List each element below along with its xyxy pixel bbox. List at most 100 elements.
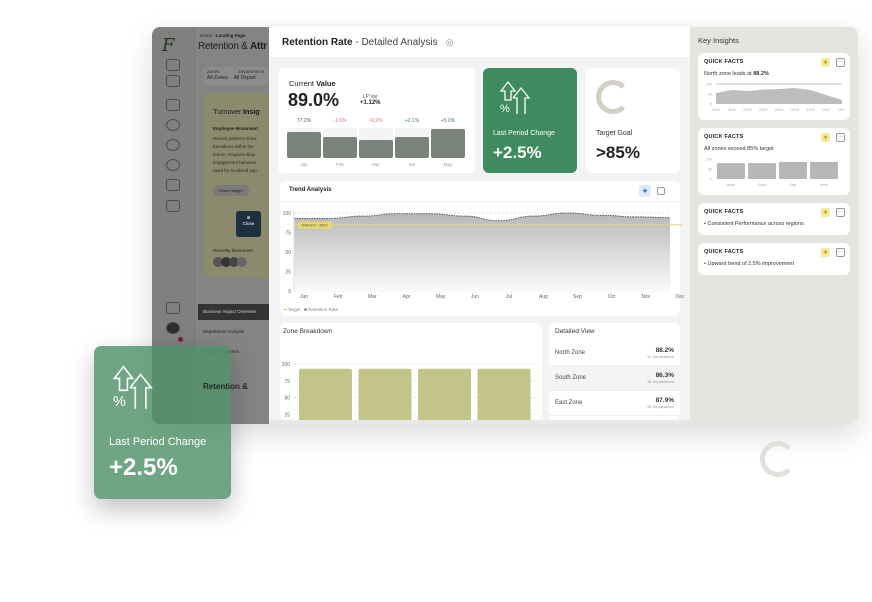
tab-department-analysis[interactable]: Department Analysis bbox=[203, 329, 245, 334]
floating-change-card: % Last Period Change +2.5% bbox=[94, 346, 231, 499]
sparkle-icon[interactable]: ✦ bbox=[821, 248, 830, 257]
mini-bar bbox=[779, 161, 807, 179]
mini-bar bbox=[717, 163, 745, 179]
target-badge-label: TARGET: +85% bbox=[301, 224, 328, 228]
y-tick-label: 50 bbox=[708, 168, 712, 172]
current-value: 89.0% bbox=[288, 90, 340, 110]
detail-row[interactable]: East Zone 87.9% 35 Separations bbox=[549, 391, 680, 416]
x-tick-label: 03/11 bbox=[728, 108, 736, 112]
more-icon[interactable]: ··· bbox=[836, 133, 845, 142]
x-tick-label: 03/10 bbox=[712, 108, 720, 112]
month-bar[interactable]: -0.2% Mar bbox=[359, 118, 393, 170]
y-tick-label: 25 bbox=[285, 270, 291, 276]
last-period-change-card[interactable]: % Last Period Change +2.5% bbox=[483, 68, 577, 173]
month-bar[interactable]: +2.1% Apr bbox=[395, 118, 429, 170]
zone-chart: 25 50 75 100 bbox=[282, 362, 538, 420]
detail-row[interactable]: North Zone 88.2% 42 Separations bbox=[549, 341, 680, 366]
x-tick-label: 03/12 bbox=[743, 108, 751, 112]
x-tick-label: 03/18 bbox=[838, 108, 844, 112]
y-tick-label: 75 bbox=[285, 231, 291, 237]
x-tick-label: North bbox=[727, 183, 736, 187]
zone-bar bbox=[299, 368, 352, 420]
background-main: Home › Landing Page Retention & Attr Zon… bbox=[195, 27, 315, 424]
mini-area-chart: 0 50 100 03/10 03/11 03/12 03/13 03/14 03/15 03/1… bbox=[706, 83, 846, 113]
close-icon: ⊗ bbox=[246, 215, 251, 220]
more-icon[interactable]: ··· bbox=[836, 58, 845, 67]
x-tick-label: Oct bbox=[608, 294, 616, 300]
x-tick-label: 03/13 bbox=[759, 108, 767, 112]
target-badge bbox=[298, 221, 332, 229]
more-icon[interactable]: ··· bbox=[836, 208, 845, 217]
refresh-icon[interactable]: ◎ bbox=[445, 37, 454, 47]
breadcrumb-home[interactable]: Home bbox=[200, 33, 213, 38]
breadcrumb-page[interactable]: Landing Page bbox=[216, 33, 246, 38]
percent-arrows-icon: % bbox=[112, 365, 153, 410]
y-tick-label: 0 bbox=[710, 178, 712, 182]
insight-card: Turnover Insig Employee Movement Recent … bbox=[203, 93, 269, 278]
y-tick-label: 100 bbox=[706, 158, 712, 162]
x-tick-label: Apr bbox=[403, 294, 411, 300]
x-tick-label: Jun bbox=[471, 294, 479, 300]
detail-row[interactable]: South Zone 86.3% 38 Separations bbox=[549, 366, 680, 391]
x-tick-label: 03/14 bbox=[775, 108, 783, 112]
mini-bar-chart: 0 50 100 North South East West bbox=[706, 158, 838, 187]
retention-line bbox=[294, 212, 671, 222]
trend-legend: ━ Target ■ Retention Rate bbox=[284, 307, 339, 312]
month-bar[interactable]: 77.2% Jan bbox=[287, 118, 321, 170]
detailed-view-card: Detailed View North Zone 88.2% 42 Separati… bbox=[549, 323, 680, 420]
quick-facts-card: QUICK FACTS ✦ ··· All zones exceed 85% tar… bbox=[698, 128, 850, 195]
svg-text:%: % bbox=[113, 394, 126, 410]
y-tick-label: 100 bbox=[706, 83, 712, 87]
x-tick-label: Jul bbox=[506, 294, 512, 300]
mini-bar bbox=[748, 163, 776, 179]
target-icon bbox=[760, 441, 796, 477]
month-bar[interactable]: -1.6% Feb bbox=[323, 118, 357, 170]
modal-header: Retention Rate - Detailed Analysis ◎ bbox=[269, 27, 690, 57]
zone-bar bbox=[358, 368, 412, 420]
svg-text:%: % bbox=[500, 103, 510, 115]
avatar-group bbox=[213, 257, 247, 267]
x-tick-label: 03/16 bbox=[806, 108, 814, 112]
more-button[interactable] bbox=[657, 187, 665, 195]
zone-bar bbox=[477, 368, 531, 420]
trend-analysis-card: Trend Analysis ✦ 0 25 50 75 100 TARGET: +85% J… bbox=[280, 181, 685, 316]
x-tick-label: West bbox=[820, 183, 828, 187]
page-title: Retention & Attr bbox=[198, 41, 267, 52]
mini-area bbox=[716, 88, 842, 104]
x-tick-label: Jan bbox=[300, 294, 308, 300]
y-tick-label: 75 bbox=[284, 379, 290, 385]
sparkle-icon[interactable]: ✦ bbox=[821, 208, 830, 217]
sparkle-icon[interactable]: ✦ bbox=[821, 133, 830, 142]
x-tick-label: East bbox=[789, 183, 796, 187]
share-insight-button[interactable]: Share Insight bbox=[213, 185, 249, 196]
x-tick-label: Sep bbox=[573, 294, 582, 300]
month-bar[interactable]: +5.0% May bbox=[431, 118, 465, 170]
close-button[interactable]: ⊗ Close bbox=[236, 211, 261, 237]
zone-bar bbox=[418, 368, 471, 420]
x-tick-label: Nov bbox=[641, 294, 650, 300]
detail-modal: Retention Rate - Detailed Analysis ◎ Curr… bbox=[269, 27, 690, 424]
y-tick-label: 50 bbox=[285, 250, 291, 256]
y-tick-label: 0 bbox=[710, 103, 712, 107]
trend-chart: 0 25 50 75 100 TARGET: +85% Jan Feb Mar Apr May Jun… bbox=[283, 209, 685, 300]
mini-bar bbox=[810, 161, 838, 179]
x-tick-label: Aug bbox=[539, 294, 548, 300]
target-icon bbox=[596, 80, 630, 114]
tab-business-impact[interactable]: Business Impact Overview bbox=[198, 304, 269, 320]
zone-breakdown-card: Zone Breakdown 25 50 75 100 bbox=[280, 323, 542, 420]
sparkle-button[interactable]: ✦ bbox=[639, 185, 651, 197]
x-tick-label: South bbox=[757, 183, 766, 187]
x-tick-label: 03/17 bbox=[822, 108, 830, 112]
quick-facts-card: QUICK FACTS ✦ ··· • Upward trend of 2.5% i… bbox=[698, 243, 850, 275]
target-goal-card[interactable]: Target Goal >85% bbox=[586, 68, 680, 173]
x-tick-label: Mar bbox=[368, 294, 377, 300]
retention-area bbox=[294, 213, 670, 291]
sparkle-icon[interactable]: ✦ bbox=[821, 58, 830, 67]
section-title: Retention & bbox=[203, 382, 248, 391]
current-value-card: Current Value 89.0% LP Var +1.12% 77.2% J… bbox=[278, 68, 475, 173]
y-tick-label: 100 bbox=[282, 362, 291, 368]
percent-arrows-icon: % bbox=[499, 80, 531, 115]
filter-bar[interactable]: Zones Departments All Zones All Depart bbox=[203, 67, 269, 85]
monthly-bars: 77.2% Jan -1.6% Feb -0.2% Mar +2.1% Apr … bbox=[287, 118, 467, 170]
more-icon[interactable]: ··· bbox=[836, 248, 845, 257]
